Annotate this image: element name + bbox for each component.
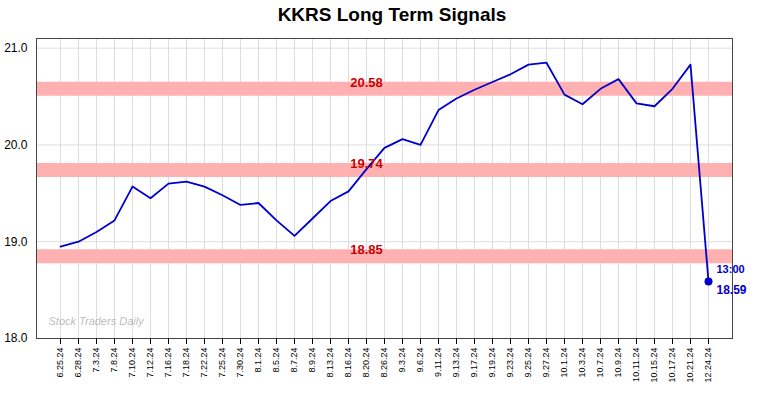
- svg-text:9.25.24: 9.25.24: [523, 348, 533, 378]
- svg-text:18.85: 18.85: [350, 242, 383, 257]
- svg-text:10.11.24: 10.11.24: [631, 348, 641, 382]
- svg-text:6.28.24: 6.28.24: [73, 348, 83, 378]
- svg-text:9.13.24: 9.13.24: [451, 348, 461, 378]
- svg-text:9.19.24: 9.19.24: [487, 348, 497, 378]
- svg-text:10.17.24: 10.17.24: [667, 348, 677, 383]
- svg-text:7.22.24: 7.22.24: [199, 348, 209, 378]
- svg-text:13:00: 13:00: [717, 263, 745, 275]
- svg-text:21.0: 21.0: [4, 41, 28, 55]
- svg-text:10.7.24: 10.7.24: [595, 348, 605, 378]
- svg-text:10.1.24: 10.1.24: [559, 348, 569, 378]
- svg-text:19.0: 19.0: [4, 235, 28, 249]
- svg-text:8.9.24: 8.9.24: [307, 348, 317, 373]
- svg-text:8.1.24: 8.1.24: [253, 348, 263, 373]
- svg-text:9.6.24: 9.6.24: [415, 348, 425, 373]
- svg-text:8.7.24: 8.7.24: [289, 348, 299, 373]
- svg-text:7.30.24: 7.30.24: [235, 348, 245, 378]
- svg-text:9.11.24: 9.11.24: [433, 348, 443, 377]
- svg-text:9.17.24: 9.17.24: [469, 348, 479, 378]
- svg-text:10.9.24: 10.9.24: [613, 348, 623, 378]
- svg-text:8.5.24: 8.5.24: [271, 348, 281, 373]
- svg-text:10.3.24: 10.3.24: [577, 348, 587, 378]
- svg-text:18.0: 18.0: [4, 331, 28, 345]
- svg-text:Stock Traders Daily: Stock Traders Daily: [49, 315, 146, 327]
- svg-text:7.10.24: 7.10.24: [127, 348, 137, 378]
- svg-text:19.74: 19.74: [350, 156, 383, 171]
- svg-text:7.12.24: 7.12.24: [145, 348, 155, 378]
- svg-text:7.18.24: 7.18.24: [181, 348, 191, 378]
- svg-text:8.20.24: 8.20.24: [361, 348, 371, 378]
- svg-text:7.16.24: 7.16.24: [163, 348, 173, 378]
- svg-text:18.59: 18.59: [717, 283, 747, 297]
- svg-text:7.25.24: 7.25.24: [217, 348, 227, 378]
- svg-text:8.16.24: 8.16.24: [343, 348, 353, 378]
- svg-text:20.0: 20.0: [4, 138, 28, 152]
- svg-text:20.58: 20.58: [350, 75, 383, 90]
- html-text:KKRS Long Term Signals: KKRS Long Term Signals: [277, 4, 507, 25]
- svg-text:9.27.24: 9.27.24: [541, 348, 551, 378]
- svg-text:6.25.24: 6.25.24: [55, 348, 65, 378]
- svg-text:8.26.24: 8.26.24: [379, 348, 389, 378]
- svg-text:8.13.24: 8.13.24: [325, 348, 335, 378]
- svg-text:7.8.24: 7.8.24: [109, 348, 119, 373]
- svg-text:7.3.24: 7.3.24: [91, 348, 101, 373]
- svg-text:12.24.24: 12.24.24: [703, 348, 713, 383]
- svg-text:9.23.24: 9.23.24: [505, 348, 515, 378]
- svg-text:9.3.24: 9.3.24: [397, 348, 407, 373]
- svg-text:10.15.24: 10.15.24: [649, 348, 659, 383]
- svg-text:10.21.24: 10.21.24: [685, 348, 695, 383]
